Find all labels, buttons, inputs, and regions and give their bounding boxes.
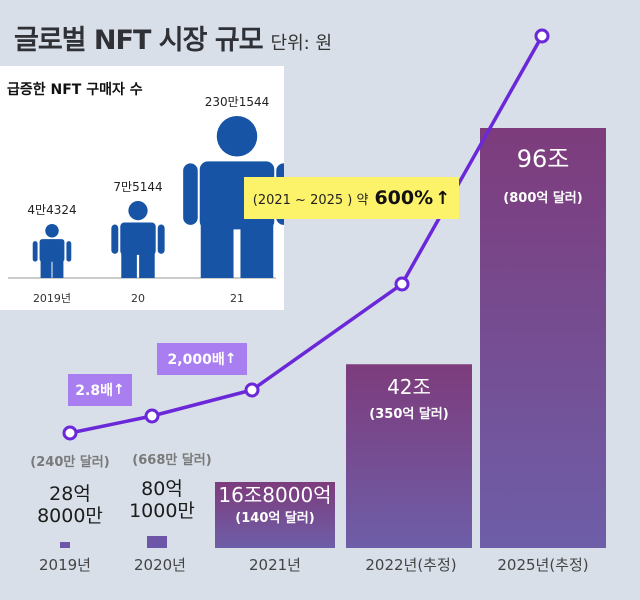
usd-label-2022: (350억 달러)	[369, 407, 449, 422]
value-label-2022: 42조	[387, 375, 431, 399]
growth-point-4	[394, 276, 410, 292]
growth-point-1	[62, 425, 78, 441]
buyer-figure-2019년	[32, 224, 72, 278]
value-label-2025: 96조	[516, 145, 570, 173]
usd-label-2025: (800억 달러)	[503, 191, 583, 206]
growth-note: (2021 ~ 2025 ) 약 600% ↑	[244, 177, 459, 219]
bar-2019년	[60, 542, 70, 548]
usd-label-2019: (240만 달러)	[30, 455, 110, 470]
bar-2022년(추정)	[346, 364, 472, 548]
growth-point-2	[144, 408, 160, 424]
inset-title: 급증한 NFT 구매자 수	[7, 82, 143, 98]
usd-label-2020: (668만 달러)	[132, 453, 212, 468]
bar-2025년(추정)	[480, 128, 606, 548]
buyers-chart-svg: 4만4324 2019년 7만5144 20 230만1544 21	[8, 95, 284, 305]
buyer-value-21: 230만1544	[205, 95, 269, 109]
year-label-2021: 2021년	[249, 556, 301, 574]
buyer-year-2019년: 2019년	[33, 292, 71, 305]
growth-point-5	[534, 28, 550, 44]
buyer-value-2019년: 4만4324	[27, 203, 76, 217]
growth-badge-2020-2021: 2,000배 ↑	[157, 343, 247, 375]
value-label-2021: 16조8000억	[218, 483, 332, 507]
buyer-figure-20	[111, 201, 165, 278]
buyer-value-20: 7만5144	[113, 180, 162, 194]
bar-2021년	[215, 482, 335, 548]
buyer-year-20: 20	[131, 292, 145, 305]
bar-2020년	[147, 536, 167, 548]
value-label-2019: 28억 8000만	[37, 483, 103, 527]
growth-point-3	[244, 382, 260, 398]
value-label-2020: 80억 1000만	[129, 478, 195, 522]
year-label-2019: 2019년	[39, 556, 91, 574]
unit-label: 단위: 원	[270, 33, 333, 54]
year-label-2020: 2020년	[134, 556, 186, 574]
chart-title: 글로벌 NFT 시장 규모 단위: 원	[14, 25, 333, 56]
growth-badge-2019-2020: 2.8배 ↑	[68, 374, 132, 406]
buyer-year-21: 21	[230, 292, 244, 305]
year-label-2025: 2025년(추정)	[497, 556, 589, 574]
buyers-inset-panel: 급증한 NFT 구매자 수 4만4324 2019년 7만5144 20 230만154…	[0, 66, 284, 310]
year-label-2022: 2022년(추정)	[365, 556, 457, 574]
usd-label-2021: (140억 달러)	[235, 511, 315, 526]
